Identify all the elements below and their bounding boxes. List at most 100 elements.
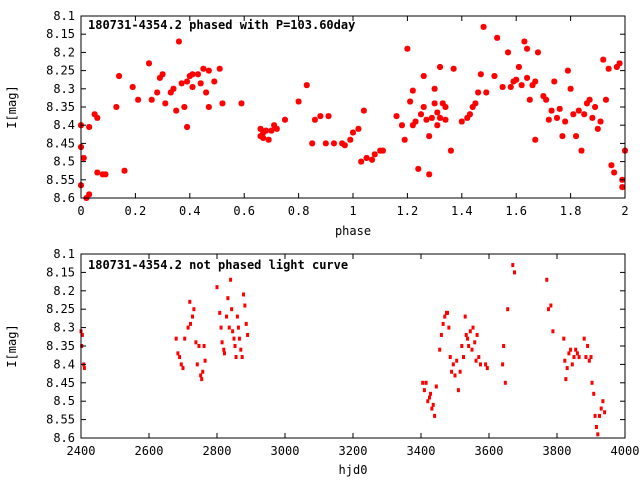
unphased-data-point — [428, 395, 431, 400]
unphased-data-point — [513, 270, 516, 275]
phased-data-point — [358, 158, 365, 165]
phased-data-point — [330, 140, 337, 147]
unphased-data-point — [596, 432, 600, 437]
phased-data-point — [418, 111, 424, 118]
phased-data-point — [322, 140, 329, 147]
phased-data-point — [369, 156, 376, 163]
phased-data-point — [257, 133, 264, 140]
phased-x-tick-label: 1.2 — [397, 204, 419, 218]
unphased-data-point — [174, 336, 178, 341]
phased-data-point — [600, 56, 607, 63]
unphased-data-point — [569, 347, 573, 352]
unphased-data-point — [463, 314, 467, 319]
phased-data-point — [605, 65, 612, 72]
unphased-data-point — [203, 358, 207, 363]
phased-data-point — [268, 127, 275, 134]
phased-data-point — [409, 87, 416, 94]
phased-data-point — [200, 65, 207, 72]
phased-data-point — [260, 134, 267, 141]
phased-data-point — [589, 114, 596, 121]
unphased-data-point — [464, 332, 468, 337]
phased-data-point — [415, 165, 422, 172]
unphased-data-point — [584, 355, 588, 360]
phased-data-point — [184, 78, 191, 85]
phased-data-point — [282, 116, 288, 123]
phased-data-point — [205, 104, 212, 110]
phased-data-point — [532, 136, 539, 143]
phased-data-point — [575, 107, 582, 114]
unphased-data-point — [201, 369, 205, 374]
unphased-data-point — [477, 355, 481, 360]
unphased-data-point — [446, 310, 450, 315]
phased-data-point — [86, 124, 93, 131]
phased-data-point — [162, 100, 169, 107]
phased-data-point — [559, 133, 566, 140]
unphased-data-point — [235, 314, 239, 319]
unphased-data-point — [601, 399, 605, 404]
phased-data-point — [181, 104, 188, 110]
phased-x-tick-label: 0.4 — [179, 204, 201, 218]
phased-data-point — [184, 124, 191, 131]
unphased-data-point — [222, 351, 226, 356]
phased-data-point — [156, 74, 163, 81]
phased-axis-ticks: 0 0.2 0.4 0.6 0.8 1 1.2 1.4 1.6 1.8 2 8.1 8.15 8.2 8.2… — [46, 9, 629, 218]
unphased-data-point — [603, 410, 607, 415]
phased-data-point — [80, 154, 87, 161]
unphased-x-axis-title: hjd0 — [339, 463, 368, 477]
unphased-data-point — [434, 384, 438, 389]
phased-x-tick-label: 0.2 — [125, 204, 147, 218]
phased-data-point — [592, 104, 599, 110]
unphased-data-point — [433, 413, 437, 418]
phased-y-tick-label: 8.1 — [53, 9, 75, 23]
phased-data-point — [466, 111, 473, 118]
unphased-data-point — [421, 380, 425, 385]
unphased-y-tick-label: 8.35 — [46, 339, 75, 353]
phased-x-tick-label: 1.8 — [560, 204, 582, 218]
unphased-data-point — [460, 344, 464, 348]
phased-data-point — [407, 98, 414, 105]
phased-data-point — [507, 83, 514, 90]
phased-y-tick-label: 8.55 — [46, 173, 75, 187]
unphased-data-point — [239, 347, 243, 352]
phased-data-point — [602, 96, 609, 103]
phased-data-point — [420, 73, 427, 80]
unphased-data-point — [183, 336, 187, 341]
unphased-data-point — [471, 325, 475, 330]
phased-data-point — [178, 80, 185, 87]
unphased-data-point — [598, 413, 601, 418]
unphased-data-point — [202, 344, 206, 348]
phased-data-point — [491, 73, 498, 80]
phased-data-point — [583, 100, 590, 107]
phased-data-point — [379, 147, 386, 154]
phased-data-point — [91, 111, 98, 118]
phased-data-point — [573, 133, 580, 140]
phased-data-point — [469, 104, 476, 110]
phased-data-point — [197, 80, 204, 87]
unphased-data-point — [227, 325, 231, 330]
unphased-data-point — [188, 299, 192, 304]
unphased-data-point — [244, 321, 248, 326]
phased-data-point — [594, 125, 601, 132]
unphased-data-point — [562, 336, 566, 341]
unphased-data-point — [447, 325, 451, 330]
phased-data-point — [483, 89, 490, 96]
phased-data-point — [371, 151, 378, 158]
phased-data-point — [545, 116, 552, 123]
unphased-data-point — [246, 332, 250, 337]
phased-data-point — [86, 191, 93, 198]
phased-data-point — [205, 67, 212, 74]
phased-data-point — [189, 83, 196, 90]
unphased-data-point — [197, 344, 201, 348]
unphased-plot-title: 180731-4354.2 not phased light curve — [88, 258, 348, 272]
phased-data-point — [170, 85, 177, 92]
phased-data-point — [347, 136, 354, 143]
phased-x-tick-label: 2 — [621, 204, 628, 218]
unphased-y-tick-label: 8.15 — [46, 265, 75, 279]
unphased-y-axis-title: I[mag] — [5, 324, 19, 367]
unphased-data-point — [424, 380, 428, 385]
phased-data-point — [608, 162, 615, 169]
unphased-data-point — [501, 362, 505, 367]
phased-data-point — [167, 89, 174, 96]
unphased-data-point — [563, 358, 567, 363]
